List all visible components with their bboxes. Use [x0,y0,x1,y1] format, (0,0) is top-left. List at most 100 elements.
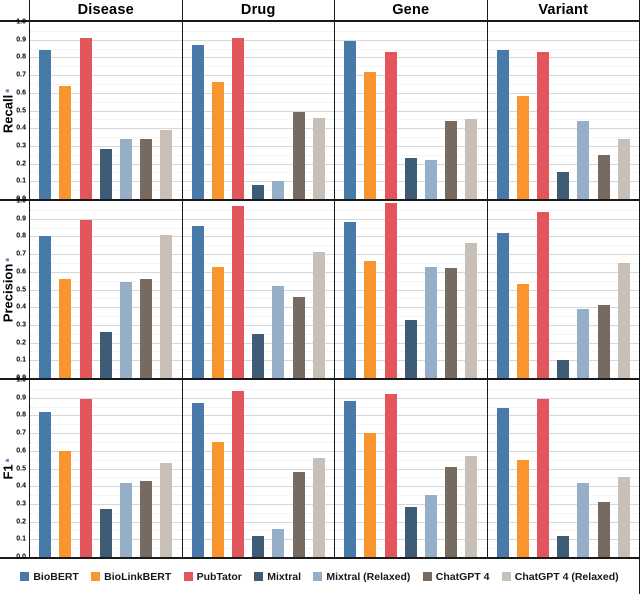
y-tick-label: 0.2 [16,518,26,526]
major-gridline [487,110,639,112]
y-tick-label: 1.0 [16,18,26,26]
y-tick-label: 0.3 [16,142,26,150]
major-gridline [487,307,639,309]
y-tick-label: 0.5 [16,465,26,472]
major-gridline [182,503,334,505]
minor-gridline [182,119,334,121]
panel-f1-drug [181,380,335,557]
minor-gridline [335,154,487,156]
bar-mixtral-relaxed-recall-disease [119,138,132,199]
bar-biolinkbert-recall-drug [211,82,224,199]
minor-gridline [487,101,639,103]
minor-gridline [487,530,639,532]
major-gridline [487,271,639,273]
bar-mixtral-relaxed-recall-variant [577,121,590,199]
bar-chatgpt-4-relaxed-precision-gene [465,243,478,378]
minor-gridline [182,424,334,426]
y-tick-label: 0.8 [16,411,26,419]
major-gridline [335,254,487,256]
bar-group [183,380,335,557]
major-gridline [487,342,639,344]
y-tick-label: 0.2 [16,160,26,168]
panel-precision-gene [334,201,487,378]
major-gridline [30,397,182,399]
bar-mixtral-relaxed-precision-variant [577,308,590,378]
minor-gridline [30,280,182,282]
minor-gridline [487,154,639,156]
bar-chatgpt-4-relaxed-f1-gene [465,456,478,557]
legend-label: ChatGPT 4 [435,570,490,583]
major-gridline [182,468,334,470]
minor-gridline [335,459,487,461]
bar-pubtator-recall-gene [384,52,397,199]
minor-gridline [335,298,487,300]
y-tick-label: 0.0 [16,195,26,203]
minor-gridline [182,227,334,229]
y-axis-label-precision: Precision* [0,257,16,322]
bar-chatgpt-4-precision-gene [445,268,458,378]
bar-chatgpt-4-relaxed-precision-disease [160,234,173,378]
major-gridline [335,433,487,435]
minor-gridline [182,83,334,85]
bar-chatgpt-4-f1-disease [140,480,153,557]
bar-group [183,201,335,378]
major-gridline [487,163,639,165]
minor-gridline [30,30,182,32]
minor-gridline [182,477,334,479]
bar-biolinkbert-precision-drug [211,266,224,378]
minor-gridline [182,245,334,247]
major-gridline [487,218,639,220]
y-tick-label: 0.7 [16,250,26,258]
bar-mixtral-relaxed-f1-drug [272,528,285,557]
major-gridline [30,450,182,452]
major-gridline [487,39,639,41]
minor-gridline [182,512,334,514]
bar-biobert-precision-disease [39,236,52,378]
panel-f1-gene [334,380,487,557]
bar-pubtator-f1-variant [537,399,549,557]
major-gridline [30,75,182,77]
minor-gridline [335,477,487,479]
bar-group [488,201,640,378]
major-gridline [335,236,487,238]
y-tick-label: 0.6 [16,447,26,455]
bar-mixtral-relaxed-f1-variant [577,482,590,557]
panel-f1-disease [29,380,182,557]
bar-pubtator-f1-gene [384,394,397,557]
major-gridline [30,271,182,273]
bar-mixtral-precision-gene [404,319,417,378]
column-title-gene: Gene [334,0,487,20]
legend-item-biobert: BioBERT [20,571,79,583]
y-tick-label: 0.0 [16,374,26,382]
y-tick-label: 0.5 [16,286,26,293]
minor-gridline [30,388,182,390]
minor-gridline [487,316,639,318]
bar-chatgpt-4-relaxed-f1-variant [617,477,630,557]
bar-biobert-recall-disease [39,50,52,199]
y-tick-label: 0.0 [16,553,26,561]
y-tick-label: 1.0 [16,376,26,384]
y-axis-f1: F1* 1.0 0.9 0.8 0.7 0.6 0.5 0.4 0.3 0.2 0.1 0.0 [0,376,29,561]
legend-label: ChatGPT 4 (Relaxed) [514,570,619,583]
y-tick-label: 0.1 [16,177,26,185]
minor-gridline [487,137,639,139]
bar-mixtral-precision-disease [99,331,112,378]
bar-pubtator-precision-disease [79,220,92,378]
major-gridline [182,57,334,59]
y-tick-label: 0.4 [16,482,26,490]
legend-item-chatgpt-4-relaxed: ChatGPT 4 (Relaxed) [501,570,619,583]
minor-gridline [182,388,334,390]
y-tick-label: 0.9 [16,394,26,402]
minor-gridline [487,351,639,353]
bar-biobert-f1-drug [191,403,204,557]
bar-pubtator-precision-drug [232,206,244,378]
bar-chatgpt-4-precision-disease [140,278,153,378]
bar-biobert-f1-variant [496,408,509,557]
minor-gridline [487,119,639,121]
legend-item-biolinkbert: BioLinkBERT [91,571,171,583]
panel-recall-variant [486,22,639,199]
major-gridline [182,433,334,435]
major-gridline [30,433,182,435]
bar-mixtral-precision-variant [557,360,570,378]
bar-group [30,380,182,557]
